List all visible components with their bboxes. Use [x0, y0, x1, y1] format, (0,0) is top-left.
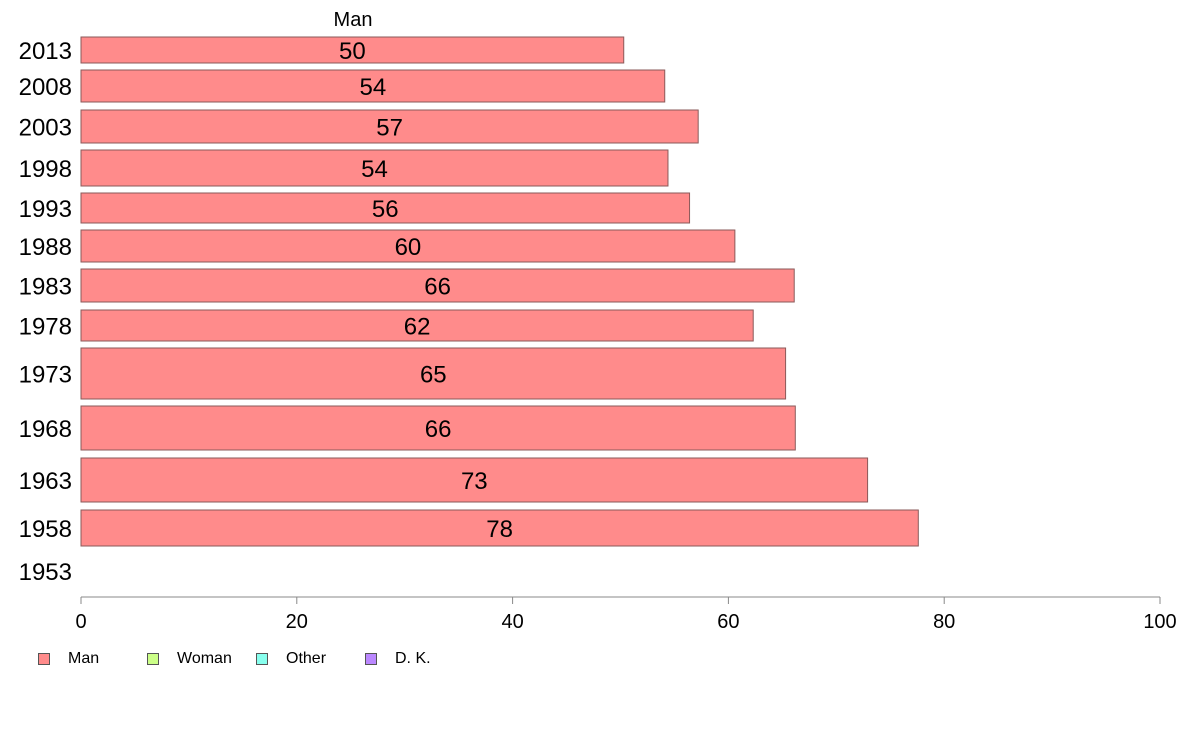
y-tick-label: 1988: [19, 234, 72, 261]
y-tick-label: 1978: [19, 314, 72, 341]
legend-item-woman: Woman: [147, 650, 256, 668]
x-tick-label: 60: [717, 611, 739, 633]
y-tick-label: 2003: [19, 115, 72, 142]
y-tick-label: 2013: [19, 38, 72, 65]
legend: Man Woman Other D. K.: [38, 650, 431, 668]
x-tick-label: 40: [501, 611, 523, 633]
legend-swatch-other: [256, 653, 268, 665]
bar: [80, 309, 754, 342]
bar-value-label: 73: [461, 468, 488, 495]
bar: [80, 69, 666, 103]
bar: [80, 229, 736, 263]
bar: [80, 457, 869, 503]
bar-value-label: 66: [424, 274, 451, 301]
bar-value-label: 60: [395, 234, 422, 261]
legend-swatch-man: [38, 653, 50, 665]
legend-label-woman: Woman: [177, 650, 232, 667]
y-tick-label: 2008: [19, 74, 72, 101]
y-tick-label: 1998: [19, 156, 72, 183]
bar-value-label: 66: [425, 416, 452, 443]
legend-swatch-woman: [147, 653, 159, 665]
bar-value-label: 65: [420, 362, 447, 389]
y-tick-label: 1963: [19, 468, 72, 495]
legend-item-other: Other: [256, 650, 365, 668]
bar: [80, 149, 669, 187]
y-tick-label: 1958: [19, 516, 72, 543]
x-axis: 2013 2008 2003 1998 1993 1988 1983 1978 1973 1968…: [19, 38, 1177, 633]
bar-value-label: 56: [372, 196, 399, 223]
y-tick-label: 1968: [19, 416, 72, 443]
y-tick-label: 1983: [19, 274, 72, 301]
legend-item-man: Man: [38, 650, 147, 668]
y-tick-label: 1953: [19, 559, 72, 586]
bar: [80, 347, 787, 400]
x-tick-label: 100: [1143, 611, 1176, 633]
bar: [80, 405, 796, 451]
bar-value-label: 62: [404, 314, 431, 341]
x-tick-label: 80: [933, 611, 955, 633]
bar-value-label: 78: [486, 516, 513, 543]
legend-label-dk: D. K.: [395, 650, 431, 667]
legend-swatch-dk: [365, 653, 377, 665]
bar-value-label: 54: [361, 156, 388, 183]
y-tick-label: 1973: [19, 362, 72, 389]
bar-value-label: 50: [339, 38, 366, 65]
bar-value-label: 57: [376, 115, 403, 142]
bar: [80, 509, 919, 547]
bar-value-label: 54: [360, 74, 387, 101]
bar: [80, 36, 625, 64]
y-tick-label: 1993: [19, 196, 72, 223]
legend-label-other: Other: [286, 650, 327, 667]
column-label: Man: [334, 9, 373, 31]
x-tick-label: 20: [286, 611, 308, 633]
bar: [80, 109, 699, 144]
bar: [80, 192, 691, 224]
legend-label-man: Man: [68, 650, 100, 667]
x-tick-label: 0: [75, 611, 86, 633]
bar: [80, 268, 795, 303]
legend-item-dk: D. K.: [365, 650, 431, 668]
